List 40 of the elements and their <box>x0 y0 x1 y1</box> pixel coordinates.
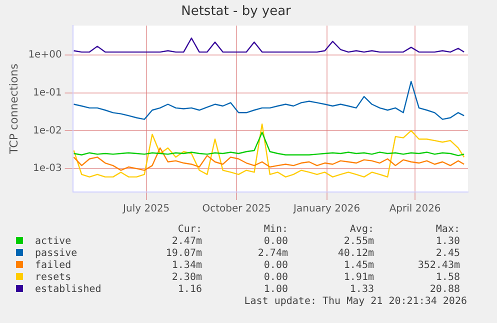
text: Cur: <box>176 224 202 236</box>
text: 2.30m <box>170 272 202 284</box>
y-tick-label: 1e-02 <box>32 125 62 136</box>
text: 1.16 <box>176 284 202 296</box>
text: 0.00 <box>262 236 288 248</box>
text: 1.34m <box>170 260 202 272</box>
text: 2.55m <box>342 236 374 248</box>
text: 1.00 <box>262 284 288 296</box>
text: 40.12m <box>336 248 374 260</box>
legend-label: failed <box>34 260 72 272</box>
text: 1.33 <box>348 284 374 296</box>
text: Last update: Thu May 21 20:21:34 2026 <box>244 296 467 307</box>
text: 2.47m <box>170 236 202 248</box>
y-tick-label: 1e+00 <box>28 50 62 61</box>
text: 0.00 <box>262 272 288 284</box>
legend-label: established <box>34 284 102 296</box>
x-tick-label: January 2026 <box>292 204 360 215</box>
y-tick-label: 1e-03 <box>32 163 62 174</box>
text: 20.88 <box>428 284 460 296</box>
text: Min: <box>262 224 288 236</box>
text: 0.00 <box>262 260 288 272</box>
text: Avg: <box>348 224 374 236</box>
legend-label: active <box>34 236 72 248</box>
text: 1.45m <box>342 260 374 272</box>
text: 2.74m <box>256 248 288 260</box>
chart-title: Netstat - by year <box>181 4 292 20</box>
text: 1.91m <box>342 272 374 284</box>
legend-label: resets <box>34 272 72 284</box>
text: 1.58 <box>434 272 460 284</box>
text: Max: <box>434 224 460 236</box>
x-tick-label: April 2026 <box>389 204 441 215</box>
x-tick-label: October 2025 <box>202 204 271 215</box>
y-tick-label: 1e-01 <box>32 87 62 98</box>
x-tick-label: July 2025 <box>122 204 170 215</box>
text: 352.43m <box>416 260 460 272</box>
text: 1.30 <box>434 236 460 248</box>
legend-label: passive <box>34 248 78 260</box>
y-axis-title: TCP connections <box>7 63 20 155</box>
text: 19.07m <box>164 248 202 260</box>
text: 2.45 <box>434 248 460 260</box>
